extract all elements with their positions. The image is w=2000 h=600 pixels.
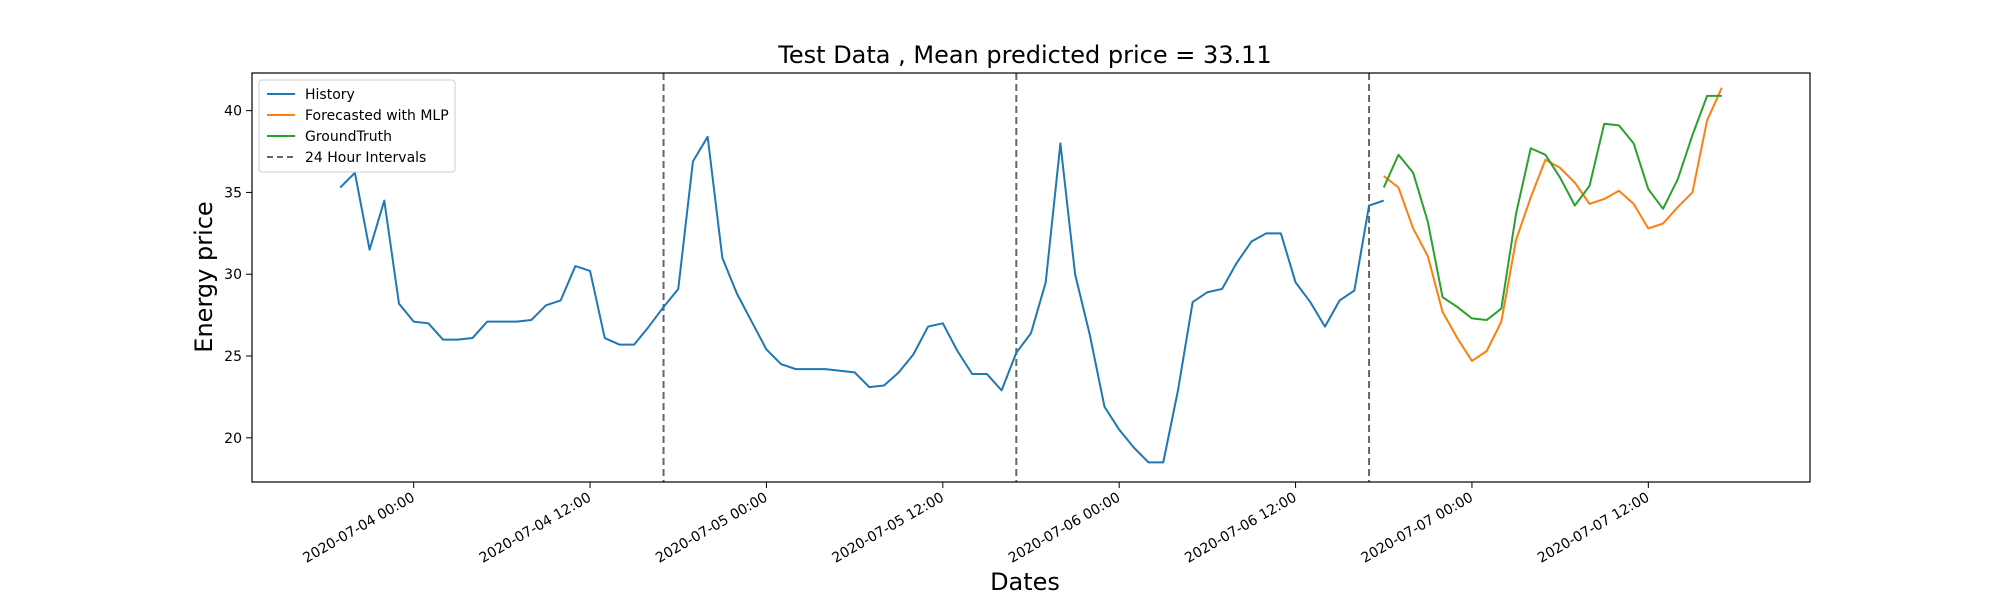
x-tick-label: 2020-07-06 00:00	[1006, 490, 1123, 567]
y-tick-label: 20	[224, 431, 242, 447]
y-tick-label: 30	[224, 267, 242, 283]
legend-box	[258, 79, 456, 173]
x-tick-label: 2020-07-05 12:00	[830, 490, 947, 567]
x-tick-label: 2020-07-06 12:00	[1182, 490, 1299, 567]
legend-label: Forecasted with MLP	[305, 108, 449, 124]
x-tick-label: 2020-07-04 00:00	[300, 490, 417, 567]
y-axis: 20 25 30 35 40	[224, 104, 252, 447]
y-tick-label: 40	[224, 104, 242, 120]
x-tick-label: 2020-07-05 00:00	[653, 490, 770, 567]
x-tick-label: 2020-07-04 12:00	[477, 490, 594, 567]
legend: History Forecasted with MLP GroundTruth 24 …	[258, 79, 456, 173]
series-line-ground-truth	[1382, 94, 1722, 322]
legend-label: GroundTruth	[305, 129, 392, 145]
y-axis-label: Energy price	[190, 201, 218, 352]
x-axis: 2020-07-04 00:00 2020-07-04 12:00 2020-07-…	[300, 482, 1652, 567]
y-tick-label: 25	[224, 349, 242, 365]
x-axis-label: Dates	[990, 568, 1060, 596]
x-tick-label: 2020-07-07 00:00	[1359, 490, 1476, 567]
legend-label: History	[305, 87, 355, 103]
plot-area	[339, 73, 1723, 482]
series-line-forecast	[1383, 87, 1723, 362]
x-tick-label: 2020-07-07 12:00	[1535, 490, 1652, 567]
axes-frame	[251, 72, 1811, 483]
chart-title: Test Data , Mean predicted price = 33.11	[777, 41, 1271, 69]
y-tick-label: 35	[224, 185, 242, 201]
legend-label: 24 Hour Intervals	[305, 150, 426, 166]
series-line-history	[339, 135, 1385, 464]
